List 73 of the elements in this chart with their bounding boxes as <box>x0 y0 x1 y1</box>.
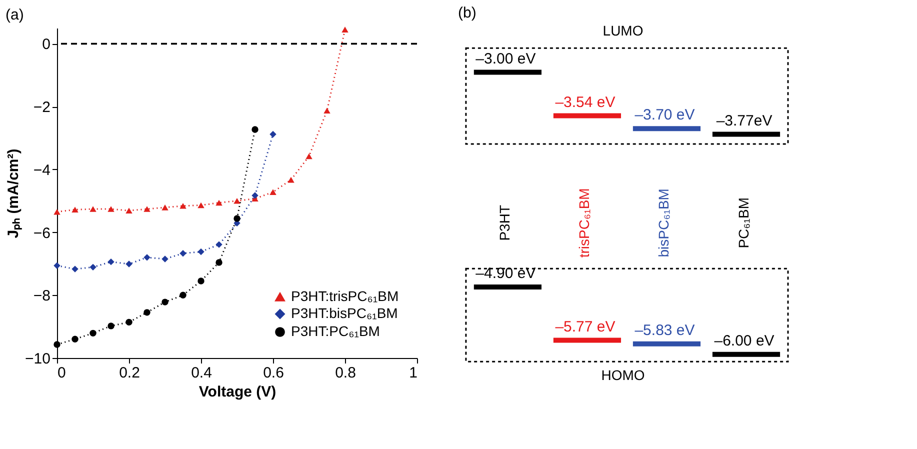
point <box>342 26 348 32</box>
point <box>72 266 78 272</box>
point <box>288 176 294 183</box>
data-label: –3.54 eV <box>555 94 616 111</box>
x-tick-label: 0.6 <box>263 364 284 382</box>
point <box>198 278 204 284</box>
y-tick-label: −8 <box>33 288 50 305</box>
point <box>234 198 240 204</box>
point <box>108 322 114 330</box>
data-label: –5.83 eV <box>634 322 695 339</box>
category-label: P3HT <box>496 204 513 241</box>
point <box>180 292 186 298</box>
point <box>216 241 222 248</box>
point <box>90 206 96 212</box>
point <box>234 215 240 222</box>
point <box>54 262 60 269</box>
x-tick-label: 0 <box>58 364 66 382</box>
point <box>72 206 78 213</box>
point <box>162 256 168 262</box>
point <box>162 204 168 210</box>
x-tick-label: 1 <box>409 364 418 382</box>
point <box>90 264 96 271</box>
data-label: –4.90 eV <box>476 265 536 282</box>
text: LUMO <box>602 22 644 38</box>
point <box>72 336 78 342</box>
point <box>126 318 132 326</box>
point <box>198 202 204 208</box>
data-label: –5.77 eV <box>555 318 616 336</box>
point <box>144 309 150 316</box>
x-tick-label: 0.2 <box>119 364 140 382</box>
y-axis-title: Jₚₕ (mA/cm²) <box>5 148 22 238</box>
point <box>306 153 312 160</box>
y-tick-label: −2 <box>33 99 50 116</box>
category-label: PC₆₁BM <box>735 197 752 248</box>
legend-label: P3HT:PC₆₁BM <box>291 323 380 339</box>
point <box>126 208 132 214</box>
text: (b) <box>458 4 476 22</box>
text: HOMO <box>601 367 645 384</box>
point <box>216 259 222 266</box>
data-label: –3.00 eV <box>476 50 536 68</box>
point <box>180 250 186 257</box>
point <box>54 341 60 348</box>
x-tick-label: 0.8 <box>335 364 356 382</box>
point <box>144 206 150 212</box>
y-tick-label: 0 <box>42 36 50 54</box>
point <box>108 206 114 212</box>
point <box>216 200 222 206</box>
point <box>270 130 276 138</box>
legend-label: P3HT:trisPC₆₁BM <box>291 288 399 304</box>
y-tick-label: −6 <box>33 224 50 242</box>
legend-label: P3HT:bisPC₆₁BM <box>291 305 398 321</box>
x-axis-title: Voltage (V) <box>198 384 276 400</box>
data-label: –3.77eV <box>716 112 772 130</box>
y-tick-label: −10 <box>25 350 50 368</box>
point <box>324 108 330 114</box>
point <box>270 189 276 195</box>
y-tick-label: −4 <box>33 162 50 179</box>
point <box>252 192 258 199</box>
point <box>108 258 114 266</box>
point <box>126 260 132 268</box>
point <box>180 202 186 209</box>
point <box>162 298 168 306</box>
point <box>252 126 258 133</box>
point <box>198 248 204 256</box>
point <box>144 254 150 261</box>
chart-title: (a) <box>6 6 24 24</box>
data-label: –6.00 eV <box>714 332 774 350</box>
data-label: –3.70 eV <box>634 106 695 124</box>
point <box>54 208 60 215</box>
point <box>90 330 96 337</box>
category-label: bisPC₆₁BM <box>656 188 672 258</box>
x-tick-label: 0.4 <box>191 364 212 382</box>
category-label: trisPC₆₁BM <box>576 188 592 258</box>
